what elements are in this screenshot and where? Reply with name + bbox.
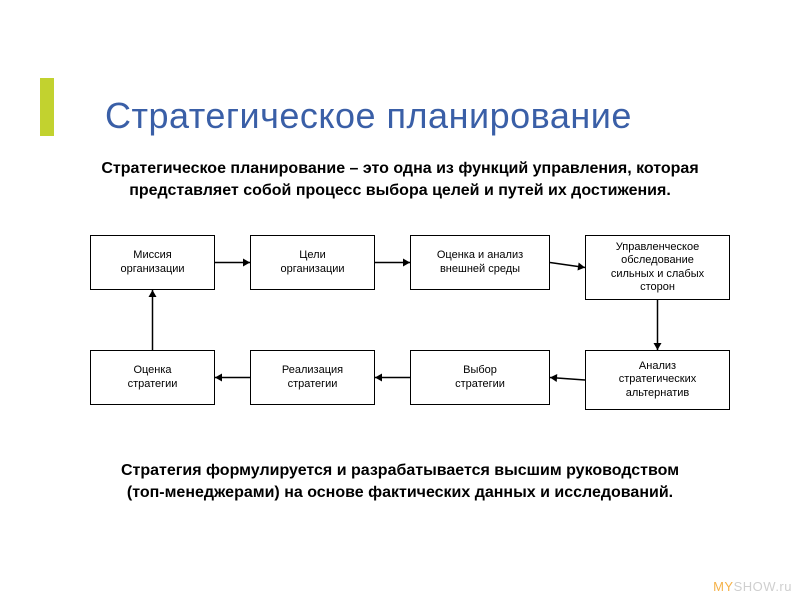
flowchart-edge-n8-n7 [550, 374, 585, 382]
flowchart-node-n4: Управленческоеобследованиесильных и слаб… [585, 235, 730, 300]
flowchart-edge-n6-n5 [215, 374, 250, 382]
flowchart-edge-n3-n4 [550, 263, 585, 271]
watermark-suffix: SHOW.ru [734, 579, 792, 594]
flowchart-node-n7: Выборстратегии [410, 350, 550, 405]
watermark-prefix: MY [713, 579, 734, 594]
slide-subtitle: Стратегическое планирование – это одна и… [60, 158, 740, 201]
flowchart-edge-n5-n1 [149, 290, 157, 350]
watermark: MYSHOW.ru [713, 579, 792, 594]
subtitle-line-1: Стратегическое планирование – это одна и… [101, 160, 698, 177]
flowchart-node-n8: Анализстратегическихальтернатив [585, 350, 730, 410]
slide-title: Стратегическое планирование [105, 95, 632, 137]
flowchart-node-n2: Целиорганизации [250, 235, 375, 290]
flowchart-node-n1: Миссияорганизации [90, 235, 215, 290]
footer-line-2: (топ-менеджерами) на основе фактических … [127, 484, 673, 501]
flowchart-node-n3: Оценка и анализвнешней среды [410, 235, 550, 290]
footer-line-1: Стратегия формулируется и разрабатываетс… [121, 462, 679, 479]
flowchart-edge-n4-n8 [654, 300, 662, 350]
flowchart-edge-n7-n6 [375, 374, 410, 382]
flowchart-edge-n2-n3 [375, 259, 410, 267]
subtitle-line-2: представляет собой процесс выбора целей … [129, 182, 671, 199]
flowchart-node-n6: Реализациястратегии [250, 350, 375, 405]
title-accent-bar [40, 78, 54, 136]
slide-footer-text: Стратегия формулируется и разрабатываетс… [80, 460, 720, 503]
flowchart-edge-n1-n2 [215, 259, 250, 267]
strategic-planning-flowchart: Миссияорганизации Целиорганизации Оценка и… [90, 235, 730, 435]
flowchart-node-n5: Оценкастратегии [90, 350, 215, 405]
